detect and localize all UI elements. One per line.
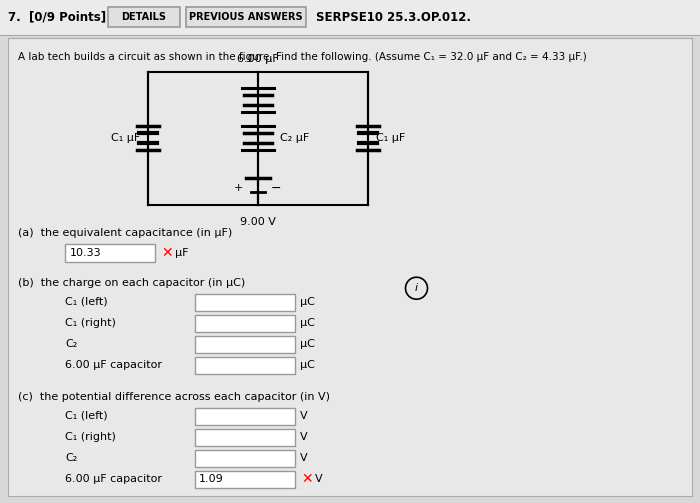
Text: C₂ μF: C₂ μF	[280, 133, 309, 143]
Text: 10.33: 10.33	[70, 248, 101, 258]
Text: μC: μC	[300, 297, 315, 307]
Text: i: i	[415, 283, 418, 293]
Bar	[195, 294, 295, 311]
Text: (b)  the charge on each capacitor (in μC): (b) the charge on each capacitor (in μC)	[18, 278, 245, 288]
Text: μC: μC	[300, 339, 315, 349]
Text: 1.09: 1.09	[199, 474, 224, 484]
Text: C₁ (right): C₁ (right)	[65, 318, 116, 328]
Text: C₁ μF: C₁ μF	[111, 133, 140, 143]
Text: 6.00 μF capacitor: 6.00 μF capacitor	[65, 474, 162, 484]
Text: 6.00 μF capacitor: 6.00 μF capacitor	[65, 360, 162, 370]
Text: (a)  the equivalent capacitance (in μF): (a) the equivalent capacitance (in μF)	[18, 228, 232, 238]
Bar	[195, 429, 295, 446]
Text: μC: μC	[300, 360, 315, 370]
Text: C₂: C₂	[65, 453, 77, 463]
Text: V: V	[300, 432, 307, 442]
Bar	[65, 244, 155, 262]
Bar	[195, 450, 295, 467]
Text: −: −	[271, 182, 281, 195]
Bar	[0, 0, 700, 35]
Text: ✕: ✕	[301, 472, 313, 486]
FancyBboxPatch shape	[186, 7, 306, 27]
Bar	[195, 471, 295, 488]
Text: C₁ (left): C₁ (left)	[65, 411, 108, 421]
Text: C₁ μF: C₁ μF	[376, 133, 405, 143]
Bar	[195, 315, 295, 332]
Text: V: V	[300, 453, 307, 463]
Text: 7.  [0/9 Points]: 7. [0/9 Points]	[8, 11, 106, 24]
Bar	[195, 336, 295, 353]
Text: ✕: ✕	[161, 246, 173, 260]
Text: V: V	[315, 474, 323, 484]
Text: μF: μF	[175, 248, 188, 258]
Text: (c)  the potential difference across each capacitor (in V): (c) the potential difference across each…	[18, 392, 330, 402]
Text: V: V	[300, 411, 307, 421]
Text: SERPSE10 25.3.OP.012.: SERPSE10 25.3.OP.012.	[316, 11, 471, 24]
Text: A lab tech builds a circuit as shown in the figure. Find the following. (Assume : A lab tech builds a circuit as shown in …	[18, 52, 587, 62]
Bar	[195, 408, 295, 425]
Text: DETAILS: DETAILS	[122, 12, 167, 22]
Text: PREVIOUS ANSWERS: PREVIOUS ANSWERS	[189, 12, 303, 22]
Bar	[195, 357, 295, 374]
Bar	[143, 47, 393, 235]
Text: C₁ (left): C₁ (left)	[65, 297, 108, 307]
Text: +: +	[233, 183, 243, 193]
Text: μC: μC	[300, 318, 315, 328]
FancyBboxPatch shape	[108, 7, 180, 27]
Text: C₂: C₂	[65, 339, 77, 349]
Text: 9.00 V: 9.00 V	[240, 217, 276, 227]
Text: C₁ (right): C₁ (right)	[65, 432, 116, 442]
Text: 6.00 μF: 6.00 μF	[237, 54, 279, 64]
